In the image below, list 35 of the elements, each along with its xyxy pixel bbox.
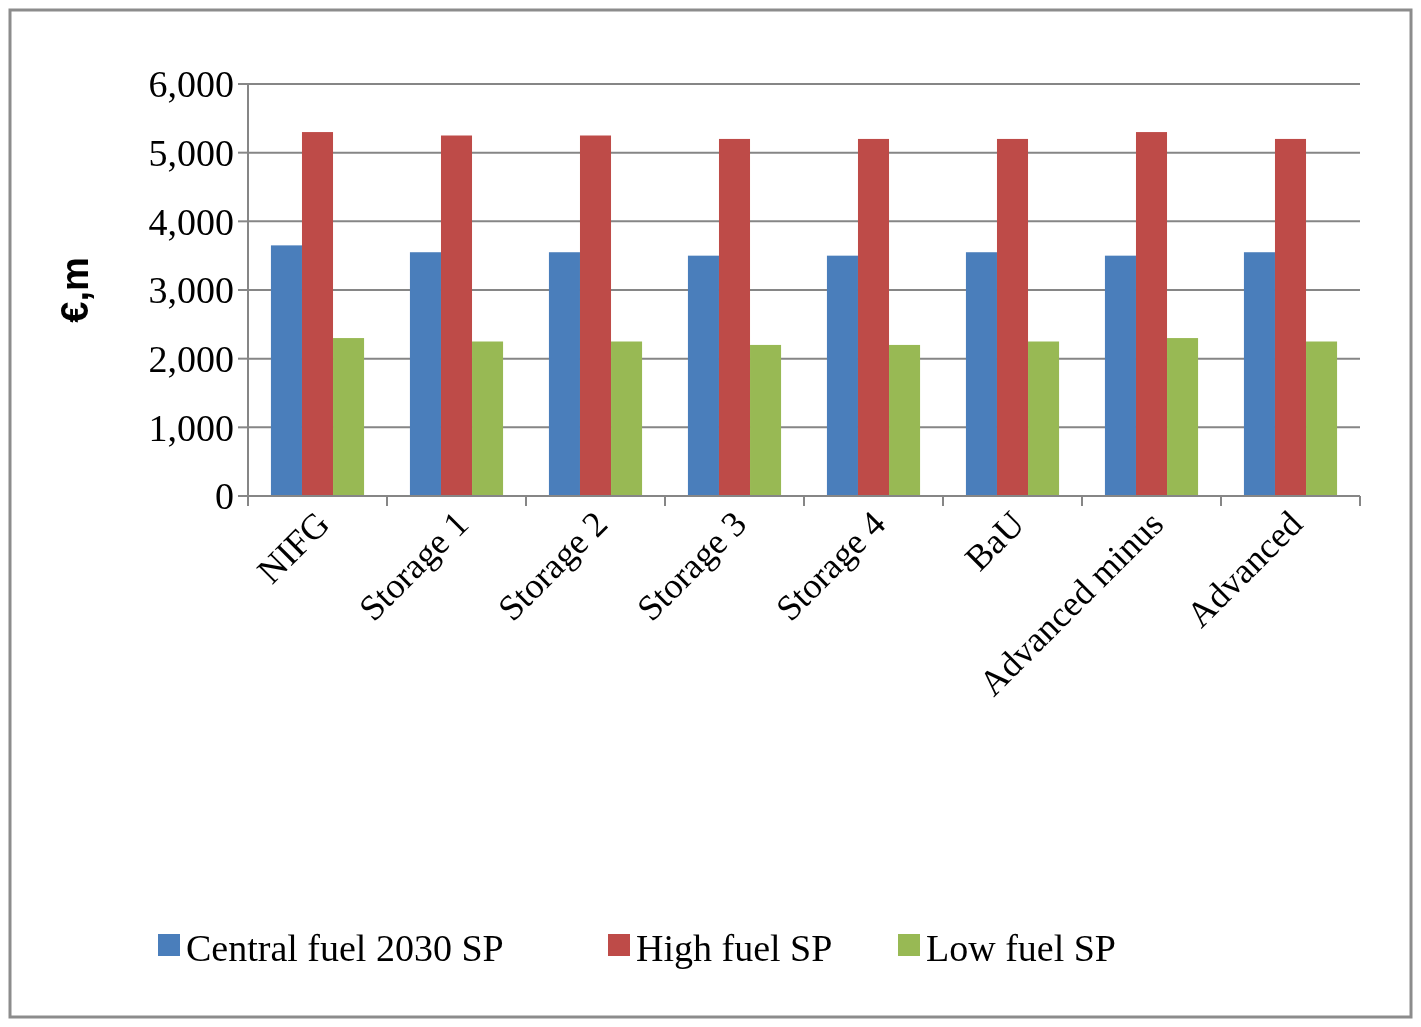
bar xyxy=(1104,255,1136,496)
bar xyxy=(409,252,441,496)
y-tick-label: 6,000 xyxy=(148,63,234,106)
y-tick-label: 4,000 xyxy=(148,200,234,243)
bar xyxy=(965,252,997,496)
bar xyxy=(548,252,580,496)
bar xyxy=(579,135,612,496)
bar xyxy=(1135,132,1168,496)
bar xyxy=(718,138,751,496)
y-axis-title: €,m xyxy=(54,257,96,323)
bar xyxy=(996,138,1029,496)
legend-label: High fuel SP xyxy=(636,927,833,970)
bar xyxy=(440,135,473,496)
y-tick-label: 1,000 xyxy=(148,406,234,449)
y-tick-label: 3,000 xyxy=(148,269,234,312)
bar xyxy=(611,341,643,496)
bar xyxy=(750,344,782,496)
y-tick-label: 5,000 xyxy=(148,131,234,174)
legend-label: Central fuel 2030 SP xyxy=(186,927,504,970)
bar xyxy=(1306,341,1338,496)
bar xyxy=(687,255,719,496)
bar xyxy=(857,138,890,496)
legend-label: Low fuel SP xyxy=(926,927,1116,970)
bar xyxy=(270,245,302,496)
bar xyxy=(1243,252,1275,496)
y-tick-label: 2,000 xyxy=(148,337,234,380)
bar xyxy=(333,338,365,496)
bar xyxy=(1028,341,1060,496)
bar xyxy=(1274,138,1307,496)
bar xyxy=(1167,338,1199,496)
bar xyxy=(889,344,921,496)
bar xyxy=(472,341,504,496)
bar xyxy=(301,132,334,496)
bar xyxy=(826,255,858,496)
y-tick-label: 0 xyxy=(215,475,234,518)
